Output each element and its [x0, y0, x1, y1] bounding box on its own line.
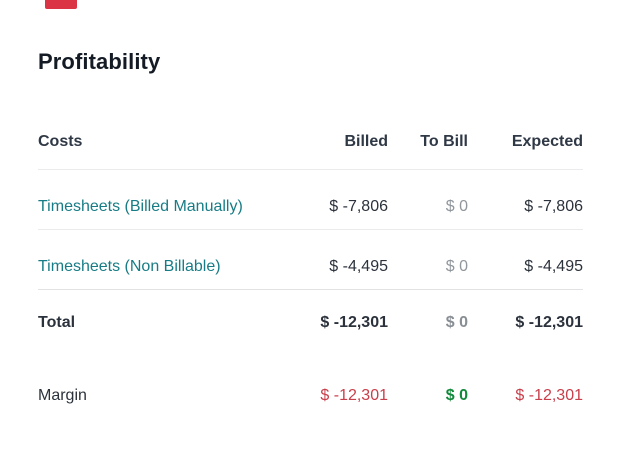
profitability-content: Profitability Costs Billed To Bill Expec…	[38, 48, 583, 424]
table-row-timesheets-non-billable: Timesheets (Non Billable) $ -4,495 $ 0 $…	[38, 230, 583, 290]
expected-value: $ -4,495	[524, 257, 583, 275]
billed-value: $ -7,806	[329, 197, 388, 215]
table-row-margin: Margin $ -12,301 $ 0 $ -12,301	[38, 364, 583, 424]
billed-margin-value: $ -12,301	[320, 387, 388, 404]
profitability-table: Costs Billed To Bill Expected Timesheets…	[38, 130, 583, 424]
timesheets-billed-manually-link[interactable]: Timesheets (Billed Manually)	[38, 197, 243, 215]
table-header-row: Costs Billed To Bill Expected	[38, 130, 583, 170]
column-header-billed: Billed	[344, 133, 388, 150]
cropped-red-element	[45, 0, 77, 9]
expected-margin-value: $ -12,301	[515, 387, 583, 404]
column-header-expected: Expected	[511, 133, 583, 150]
table-row-timesheets-billed-manually: Timesheets (Billed Manually) $ -7,806 $ …	[38, 170, 583, 230]
table-row-total: Total $ -12,301 $ 0 $ -12,301	[38, 290, 583, 350]
total-label: Total	[38, 314, 76, 331]
billed-total-value: $ -12,301	[320, 314, 388, 331]
billed-value: $ -4,495	[329, 257, 388, 275]
margin-label: Margin	[38, 387, 87, 404]
column-header-to-bill: To Bill	[420, 133, 468, 150]
costs-cell: Timesheets (Billed Manually)	[38, 198, 273, 216]
to-bill-total-value: $ 0	[445, 314, 468, 331]
to-bill-value: $ 0	[445, 197, 468, 215]
timesheets-non-billable-link[interactable]: Timesheets (Non Billable)	[38, 257, 221, 275]
expected-total-value: $ -12,301	[515, 314, 583, 331]
to-bill-margin-value: $ 0	[445, 387, 468, 404]
expected-value: $ -7,806	[524, 197, 583, 215]
page-title: Profitability	[38, 49, 161, 74]
column-header-costs: Costs	[38, 133, 83, 150]
costs-cell: Timesheets (Non Billable)	[38, 258, 273, 276]
to-bill-value: $ 0	[445, 257, 468, 275]
